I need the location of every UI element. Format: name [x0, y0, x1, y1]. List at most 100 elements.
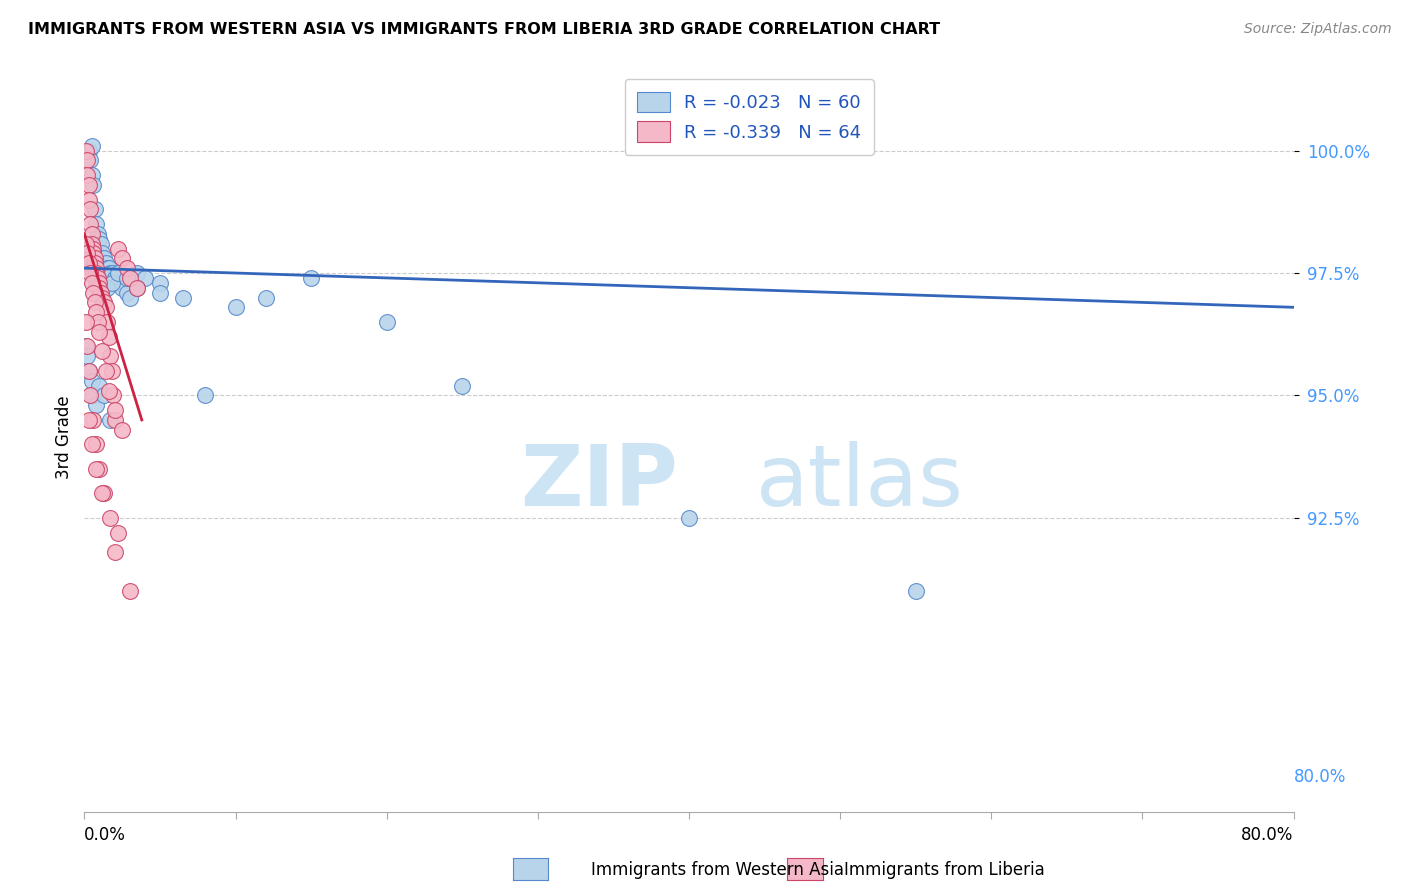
Point [89, 378, 111, 392]
Point [77, 178, 100, 192]
Point [104, 271, 127, 285]
Point [77, 256, 100, 270]
Point [94, 364, 117, 378]
Point [86, 462, 108, 476]
Point [115, 261, 138, 276]
Point [93, 252, 115, 266]
Point [76, 242, 98, 256]
Text: Immigrants from Western Asia: Immigrants from Western Asia [591, 861, 844, 879]
Point [96, 281, 118, 295]
Point [100, 364, 122, 378]
Point [115, 285, 138, 300]
Point [79, 256, 101, 270]
Point [82, 388, 104, 402]
Point [80, 138, 103, 153]
Point [82, 242, 104, 256]
Point [89, 276, 111, 290]
Point [80, 227, 103, 241]
Point [86, 266, 108, 280]
Point [118, 584, 141, 599]
Point [84, 256, 107, 270]
Point [97, 329, 120, 343]
Point [80, 236, 103, 251]
Point [96, 315, 118, 329]
Point [84, 271, 107, 285]
Point [79, 202, 101, 217]
Point [98, 266, 121, 280]
Point [94, 301, 117, 315]
Point [91, 486, 114, 500]
Point [75, 144, 97, 158]
Point [86, 276, 108, 290]
Point [254, 291, 277, 305]
Point [86, 398, 108, 412]
Point [84, 202, 107, 217]
Point [107, 266, 129, 280]
Point [82, 413, 104, 427]
Point [76, 349, 98, 363]
Text: Immigrants from Liberia: Immigrants from Liberia [844, 861, 1045, 879]
Point [82, 178, 104, 192]
Text: 80.0%: 80.0% [1294, 768, 1346, 787]
Text: atlas: atlas [755, 441, 963, 524]
Point [75, 339, 97, 353]
Point [127, 281, 149, 295]
Point [87, 271, 110, 285]
Text: 0.0%: 0.0% [84, 826, 127, 845]
Point [77, 364, 100, 378]
Point [77, 364, 100, 378]
Point [89, 462, 111, 476]
Point [98, 511, 121, 525]
Point [75, 236, 97, 251]
Point [82, 266, 104, 280]
Point [115, 271, 138, 285]
Point [111, 423, 134, 437]
Point [76, 153, 98, 168]
Point [127, 266, 149, 280]
Point [98, 413, 121, 427]
Point [79, 388, 101, 402]
Point [678, 511, 700, 525]
Point [375, 315, 398, 329]
Point [451, 378, 474, 392]
Point [111, 252, 134, 266]
Point [90, 285, 112, 300]
Point [86, 437, 108, 451]
Point [134, 271, 156, 285]
Point [86, 261, 108, 276]
Point [98, 349, 121, 363]
Point [107, 276, 129, 290]
Point [77, 413, 100, 427]
Point [100, 276, 122, 290]
Point [87, 281, 110, 295]
Text: ZIP: ZIP [520, 441, 678, 524]
Point [104, 545, 127, 559]
Point [91, 344, 114, 359]
Text: Source: ZipAtlas.com: Source: ZipAtlas.com [1244, 22, 1392, 37]
Point [194, 388, 217, 402]
Legend: R = -0.023   N = 60, R = -0.339   N = 64: R = -0.023 N = 60, R = -0.339 N = 64 [624, 79, 875, 155]
Point [86, 305, 108, 319]
Point [118, 291, 141, 305]
Text: 80.0%: 80.0% [1241, 826, 1294, 845]
Point [100, 266, 122, 280]
Point [82, 285, 104, 300]
Point [80, 261, 103, 276]
Point [91, 291, 114, 305]
Point [172, 291, 194, 305]
Point [87, 227, 110, 241]
Point [80, 276, 103, 290]
Point [77, 246, 100, 260]
Point [79, 153, 101, 168]
Point [90, 291, 112, 305]
Point [89, 281, 111, 295]
Point [89, 285, 111, 300]
Point [93, 295, 115, 310]
Point [93, 486, 115, 500]
Point [89, 232, 111, 246]
Point [149, 285, 172, 300]
Point [127, 281, 149, 295]
Point [80, 437, 103, 451]
Point [76, 339, 98, 353]
Point [86, 217, 108, 231]
